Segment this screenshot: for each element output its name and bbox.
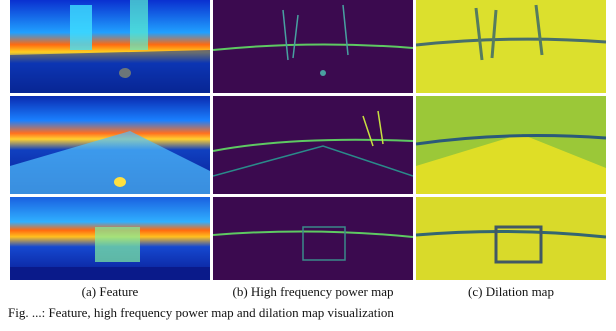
feature-map-row-1 — [10, 0, 210, 93]
feature-map-row-2 — [10, 96, 210, 194]
high-frequency-map-row-1 — [213, 0, 413, 93]
caption-high-frequency-power-map: (b) High frequency power map — [232, 284, 394, 299]
dilation-map-row-2 — [416, 96, 606, 194]
caption-dilation-map: (c) Dilation map — [468, 284, 554, 299]
feature-map-row-3 — [10, 197, 210, 280]
dilation-map-row-3 — [416, 197, 606, 280]
dilation-map-row-1 — [416, 0, 606, 93]
high-frequency-map-row-3 — [213, 197, 413, 280]
caption-feature: (a) Feature — [81, 284, 139, 299]
figure-caption: Fig. ...: Feature, high frequency power … — [8, 305, 394, 320]
high-frequency-map-row-2 — [213, 96, 413, 194]
